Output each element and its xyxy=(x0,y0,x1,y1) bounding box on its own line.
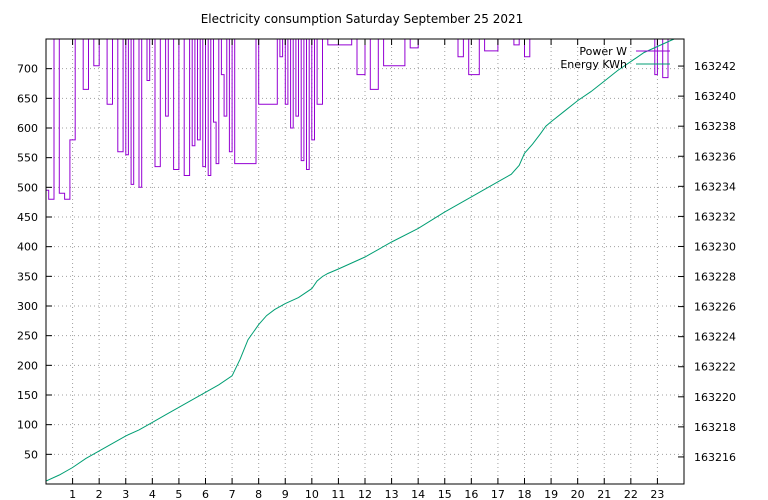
y-tick-label: 500 xyxy=(17,181,38,194)
y-tick-label: 650 xyxy=(17,92,38,105)
x-tick-label: 21 xyxy=(597,488,611,500)
x-tick-label: 8 xyxy=(255,488,262,500)
y-tick-label: 300 xyxy=(17,300,38,313)
x-tick-label: 20 xyxy=(571,488,585,500)
y-tick-label: 450 xyxy=(17,211,38,224)
y2-tick-label: 163216 xyxy=(694,451,736,464)
y-tick-label: 700 xyxy=(17,63,38,76)
y-tick-label: 350 xyxy=(17,270,38,283)
x-tick-label: 9 xyxy=(282,488,289,500)
y2-tick-label: 163240 xyxy=(694,90,736,103)
y2-tick-label: 163234 xyxy=(694,180,736,193)
y-tick-label: 400 xyxy=(17,241,38,254)
energy-series-line xyxy=(46,39,676,482)
x-tick-label: 23 xyxy=(650,488,664,500)
y2-tick-label: 163232 xyxy=(694,210,736,223)
y-tick-label: 550 xyxy=(17,152,38,165)
x-tick-label: 11 xyxy=(331,488,345,500)
x-tick-label: 2 xyxy=(96,488,103,500)
power-series-line xyxy=(46,39,684,200)
x-tick-label: 10 xyxy=(305,488,319,500)
x-tick-label: 12 xyxy=(358,488,372,500)
y-tick-label: 150 xyxy=(17,389,38,402)
chart-title: Electricity consumption Saturday Septemb… xyxy=(201,12,524,26)
y-tick-label: 100 xyxy=(17,419,38,432)
x-tick-label: 16 xyxy=(464,488,478,500)
y-tick-label: 250 xyxy=(17,330,38,343)
y2-tick-label: 163230 xyxy=(694,240,736,253)
y2-tick-label: 163238 xyxy=(694,120,736,133)
legend: Power W Energy KWh xyxy=(560,45,670,71)
y2-tick-label: 163224 xyxy=(694,331,736,344)
x-tick-label: 19 xyxy=(544,488,558,500)
x-tick-label: 14 xyxy=(411,488,425,500)
legend-label-energy: Energy KWh xyxy=(560,58,627,71)
x-tick-label: 1 xyxy=(69,488,76,500)
x-tick-label: 5 xyxy=(175,488,182,500)
y2-tick-label: 163222 xyxy=(694,361,736,374)
x-tick-label: 3 xyxy=(122,488,129,500)
y-tick-label: 200 xyxy=(17,359,38,372)
x-tick-label: 17 xyxy=(491,488,505,500)
y2-tick-label: 163236 xyxy=(694,150,736,163)
x-tick-label: 18 xyxy=(518,488,532,500)
y-tick-label: 600 xyxy=(17,122,38,135)
y2-tick-label: 163218 xyxy=(694,421,736,434)
x-tick-label: 22 xyxy=(624,488,638,500)
x-tick-label: 7 xyxy=(229,488,236,500)
x-tick-label: 4 xyxy=(149,488,156,500)
series-layer xyxy=(46,39,684,482)
axis-ticks: 1 2 3 4 5 6 7 8 9 10 11 12 13 14 15 16 17 18 19 20 21 22 23501… xyxy=(17,39,736,500)
x-tick-label: 6 xyxy=(202,488,209,500)
y2-tick-label: 163220 xyxy=(694,391,736,404)
x-tick-label: 13 xyxy=(385,488,399,500)
y-tick-label: 50 xyxy=(24,448,38,461)
y2-tick-label: 163228 xyxy=(694,271,736,284)
y2-tick-label: 163242 xyxy=(694,60,736,73)
x-tick-label: 15 xyxy=(438,488,452,500)
legend-label-power: Power W xyxy=(579,45,627,58)
y2-tick-label: 163226 xyxy=(694,301,736,314)
